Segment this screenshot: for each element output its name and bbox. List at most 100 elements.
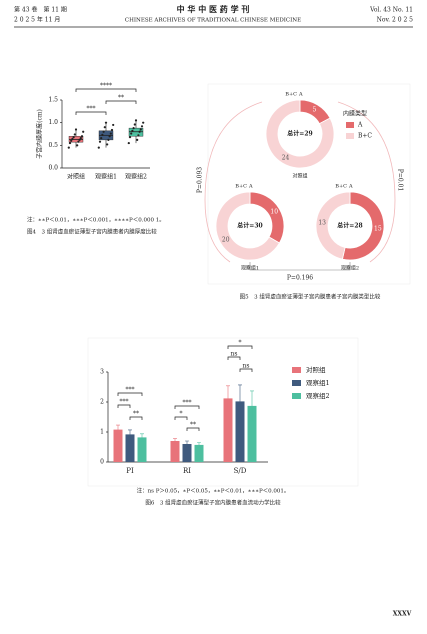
point [108, 135, 111, 138]
bracket-right [337, 101, 396, 263]
sig-label: ** [118, 95, 124, 102]
point [139, 128, 142, 131]
segment-label: 20 [222, 237, 230, 244]
point [97, 146, 100, 149]
figure5-frame [207, 83, 411, 285]
figure5-caption: 图5 3 组肾虚血瘀证薄型子宫内膜患者子宫内膜类型比较 [240, 293, 381, 301]
bar [125, 434, 135, 462]
date-en: Nov. 2 0 2 5 [377, 17, 414, 24]
point [133, 123, 136, 126]
donut-total: 总计=30 [237, 222, 262, 230]
point [128, 136, 132, 139]
sig-bracket [227, 345, 253, 349]
error-bar [197, 442, 201, 448]
donut-total: 总计=29 [287, 130, 312, 138]
journal-cn: 中 华 中 医 药 学 刊 [177, 4, 250, 14]
sig-label: * [180, 411, 183, 418]
point [72, 136, 75, 139]
donut-top-label: A [248, 184, 253, 190]
bar [113, 429, 123, 462]
sig-bracket [239, 368, 253, 372]
bracket-bottom [249, 262, 351, 271]
point [134, 119, 138, 122]
donut-top-label: A [298, 92, 303, 98]
x-tick-label: 观察组2 [125, 173, 147, 181]
legend-swatch [292, 393, 301, 399]
error-bar [128, 429, 132, 440]
box [128, 127, 144, 137]
donut-name: 观察组2 [341, 265, 359, 272]
legend-title: 内膜类型 [343, 110, 367, 118]
figure6-caption: 图6 3 组肾虚血瘀证薄型子宫内膜患者血流动力学比较 [145, 499, 281, 507]
donut-total: 总计=28 [337, 222, 362, 230]
volume-en: Vol. 43 No. 11 [369, 7, 413, 14]
bracket-left [204, 101, 263, 263]
bar [194, 444, 204, 462]
point [80, 135, 84, 138]
sig-label: ns [243, 363, 250, 370]
point [79, 136, 82, 140]
y-tick-label: 2 [100, 399, 104, 406]
point [78, 138, 81, 141]
sig-bracket [186, 427, 200, 431]
figure4-caption: 图4 3 组肾虚血瘀证薄型子宫内膜患者内膜厚度比较 [27, 228, 157, 236]
y-tick-label: 0.5 [48, 142, 58, 149]
bar [235, 401, 245, 462]
legend-swatch [346, 122, 354, 128]
y-tick-label: 1 [100, 429, 104, 436]
sig-bracket [117, 404, 131, 408]
sig-bracket [117, 392, 143, 396]
legend-swatch [346, 133, 354, 139]
point [110, 128, 114, 132]
donut-name: 对照组 [292, 173, 307, 180]
point [77, 140, 80, 143]
segment-label: 24 [282, 154, 290, 161]
donut-top-label: A [348, 184, 353, 190]
donut-segment [215, 191, 280, 261]
point [132, 127, 135, 130]
legend-label: A [357, 122, 363, 129]
point [101, 133, 104, 137]
error-bar [140, 433, 144, 442]
sig-label: **** [100, 83, 112, 90]
point [137, 134, 140, 137]
p-value: P=0.093 [197, 167, 204, 193]
donut-segment [249, 191, 285, 244]
p-value: P=0.01 [397, 169, 404, 191]
sig-label: *** [120, 399, 129, 406]
sig-label: *** [183, 400, 192, 407]
donut-top-label: B+C [235, 184, 247, 190]
legend-swatch [292, 380, 301, 386]
segment-label: 13 [318, 219, 326, 226]
y-tick-label: 0 [100, 459, 104, 466]
bar [247, 405, 257, 462]
point [136, 138, 139, 141]
y-tick-label: 1.0 [48, 119, 58, 126]
x-tick-label: RI [183, 467, 191, 475]
y-axis-label: 子宫内膜厚度(cm) [36, 109, 44, 159]
y-tick-label: 0.0 [48, 165, 58, 172]
point [68, 141, 72, 145]
point [102, 130, 105, 133]
sig-label: ** [133, 411, 139, 418]
segment-label: 15 [374, 226, 382, 233]
legend-label: 观察组1 [306, 378, 330, 387]
y-tick-label: 1.5 [48, 97, 58, 104]
error-bar [238, 384, 242, 419]
point [74, 128, 78, 131]
point [107, 138, 110, 141]
error-bar [250, 390, 254, 422]
point [103, 126, 106, 129]
point [76, 144, 79, 147]
sig-label: ns [231, 351, 238, 358]
donut-segment [265, 99, 335, 169]
x-tick-label: 观察组1 [95, 173, 117, 181]
bar [182, 444, 192, 462]
figure6-note: 注：ns P＞0.05，∗P＜0.05，∗∗P＜0.01，∗∗∗P＜0.001。 [137, 487, 290, 495]
donut-top-label: B+C [335, 184, 347, 190]
y-tick-label: 3 [100, 369, 104, 376]
point [82, 130, 85, 133]
error-bar [116, 424, 120, 435]
bar [170, 441, 180, 462]
